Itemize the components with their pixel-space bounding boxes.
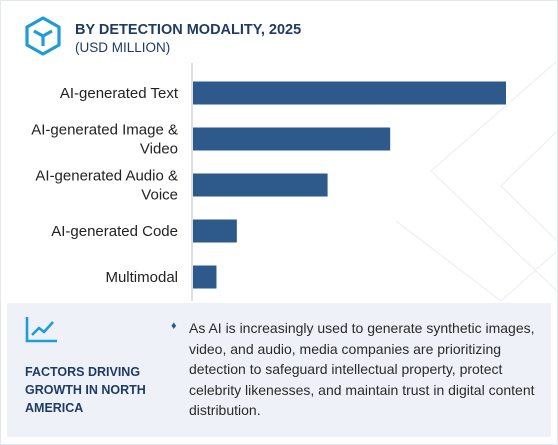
category-label-4: Multimodal bbox=[105, 269, 178, 286]
trend-up-icon bbox=[25, 317, 57, 343]
bar-4 bbox=[193, 265, 217, 289]
bar-3 bbox=[193, 219, 237, 243]
bar-chart: AI-generated Text AI-generated Image & Vid… bbox=[31, 63, 506, 301]
factors-text: As AI is increasingly used to generate s… bbox=[189, 320, 535, 418]
chart-subtitle: (USD MILLION) bbox=[75, 40, 171, 55]
category-label-0: AI-generated Text bbox=[60, 85, 179, 102]
factors-title: FACTORS DRIVING GROWTH IN NORTH AMERICA bbox=[25, 365, 146, 415]
category-label-3: AI-generated Code bbox=[51, 223, 178, 240]
chart-title: BY DETECTION MODALITY, 2025 bbox=[75, 22, 302, 38]
category-label-2: AI-generated Audio & Voice bbox=[35, 168, 178, 204]
factors-panel: FACTORS DRIVING GROWTH IN NORTH AMERICA … bbox=[7, 303, 551, 437]
bar-0 bbox=[193, 81, 506, 105]
bar-1 bbox=[193, 127, 391, 151]
diamond-bullet-icon: ♦ bbox=[171, 320, 177, 332]
bar-2 bbox=[193, 173, 328, 197]
cube-logo-icon bbox=[25, 16, 61, 56]
category-label-1: AI-generated Image & Video bbox=[31, 122, 178, 158]
